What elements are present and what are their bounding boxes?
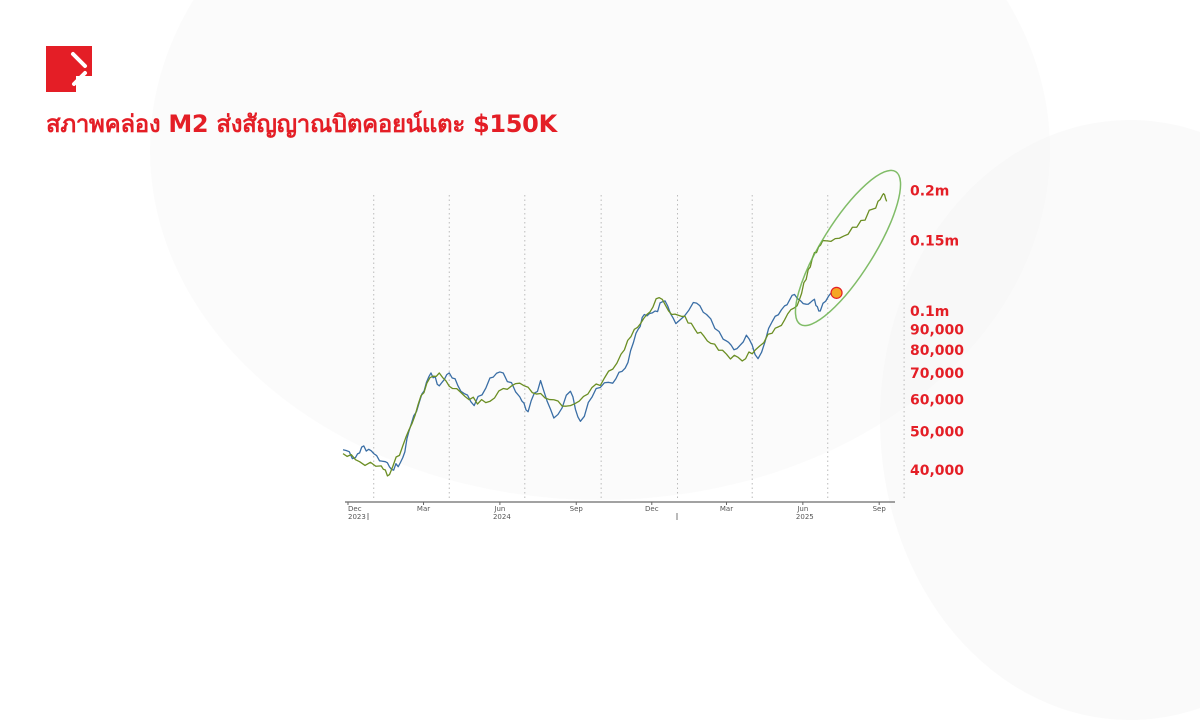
level-label: 0.2m <box>910 184 949 200</box>
x-tick-label: Dec <box>348 505 362 513</box>
series-line-1 <box>342 292 832 471</box>
x-year-label: 2025 <box>796 513 814 521</box>
x-tick-label: Jun <box>796 505 808 513</box>
level-label: 40,000 <box>910 463 964 479</box>
level-label: 50,000 <box>910 424 964 440</box>
x-tick-label: Jun <box>493 505 505 513</box>
level-label: 90,000 <box>910 322 964 338</box>
x-tick-label: Dec <box>645 505 659 513</box>
level-label: 60,000 <box>910 393 964 409</box>
highlight-ellipse <box>794 169 902 327</box>
x-tick-label: Sep <box>873 505 887 513</box>
x-tick-label: Mar <box>417 505 430 513</box>
page-title: สภาพคล่อง M2 ส่งสัญญาณบิตคอยน์แตะ $150K <box>46 110 557 138</box>
brand-logo <box>46 46 92 92</box>
x-year-label: 2023 <box>348 513 366 521</box>
chart: 0.2m 0.15m 0.1m 90,000 80,000 70,000 60,000 50,… <box>340 169 964 521</box>
x-tick-label: Sep <box>570 505 584 513</box>
level-label: 70,000 <box>910 366 964 382</box>
x-tick-label: Mar <box>720 505 733 513</box>
price-marker <box>830 286 843 299</box>
series-line-2 <box>342 193 888 477</box>
level-label: 0.15m <box>910 234 959 250</box>
x-year-label: 2024 <box>493 513 511 521</box>
level-label: 80,000 <box>910 343 964 359</box>
level-label: 0.1m <box>910 304 949 320</box>
